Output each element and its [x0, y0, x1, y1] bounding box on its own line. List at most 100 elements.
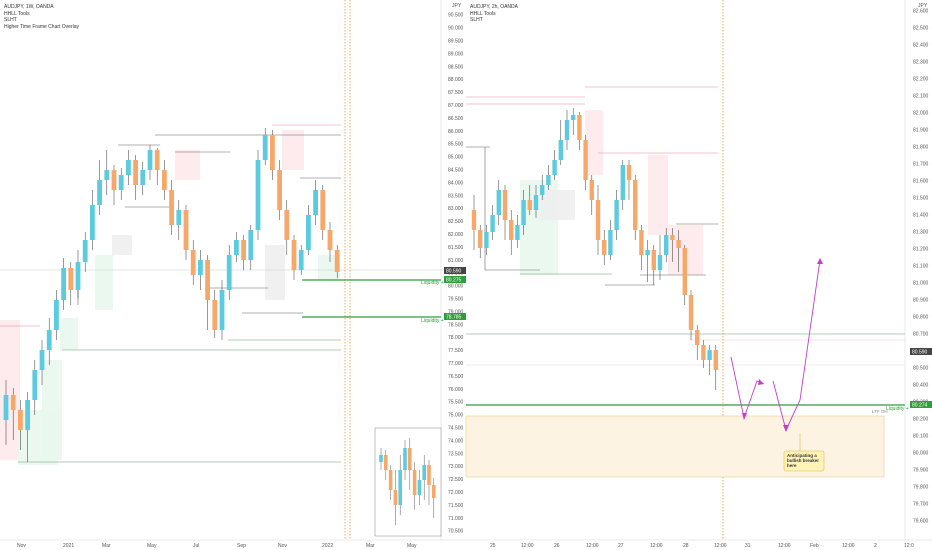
left-price-tick: 74.500 [448, 426, 464, 432]
candle-body [154, 150, 160, 170]
left-price-tick: 88.500 [448, 64, 464, 70]
right-liquidity-tag [910, 401, 932, 408]
candle-body [25, 400, 30, 430]
left-time-tick: 2022 [322, 543, 333, 549]
left-price-tick: 76.500 [448, 374, 464, 380]
candle-body [198, 260, 203, 275]
candle-body [471, 210, 477, 230]
candle-body [521, 200, 526, 225]
candle-body [571, 115, 576, 120]
left-price-tick: 86.000 [448, 129, 464, 135]
candle-body [248, 230, 254, 260]
htf-overlay-candles [379, 438, 436, 525]
right-price-tick: 81.300 [913, 230, 929, 236]
right-time-tick: 2 [874, 543, 877, 549]
overlay-candle-body [408, 448, 412, 470]
candle-body [277, 170, 282, 210]
left-price-tick: 73.500 [448, 451, 464, 457]
left-price-tick: 76.000 [448, 387, 464, 393]
candle-body [676, 240, 681, 248]
right-price-tick: 82.200 [913, 77, 929, 83]
candle-body [162, 170, 167, 190]
right-time-tick: 12:00 [586, 543, 599, 549]
overlay-candle-body [384, 455, 388, 470]
left-price-tick: 80.000 [448, 284, 464, 290]
left-liquidity-tag-1 [444, 276, 466, 283]
left-price-tick: 88.000 [448, 77, 464, 83]
candle-body [502, 190, 508, 220]
candle-body [104, 170, 110, 180]
projection-arrow-2 [758, 379, 764, 385]
candle-body [327, 230, 333, 250]
shaded-zone [265, 245, 285, 300]
left-liquidity-tag-2-value: 78.785 [446, 315, 462, 321]
right-time-tick: 12:00 [521, 543, 534, 549]
right-time-tick: 31 [745, 543, 751, 549]
candle-body [695, 330, 700, 345]
candle-body [306, 215, 311, 250]
candle-body [262, 135, 268, 160]
candle-body [18, 410, 23, 430]
candle-body [190, 250, 196, 275]
left-price-tick: 77.500 [448, 348, 464, 354]
left-price-tick: 90.500 [448, 13, 464, 19]
candle-body [61, 268, 66, 300]
right-price-tick: 80.800 [913, 315, 929, 321]
candle-body [205, 260, 210, 300]
right-current-price-tag [910, 348, 932, 355]
right-price-tick: 80.700 [913, 332, 929, 338]
candle-body [219, 290, 225, 330]
left-price-tick: 86.500 [448, 116, 464, 122]
left-liquidity-tag-2 [444, 313, 466, 320]
right-price-tick: 79.800 [913, 485, 929, 491]
left-price-tick: 85.000 [448, 155, 464, 161]
right-price-tick: 80.200 [913, 417, 929, 423]
left-time-axis: Nov 2021 Mar May Jul Sep Nov 2022 Mar May [17, 543, 417, 549]
left-price-tick: 82.500 [448, 219, 464, 225]
right-structure-lines [466, 86, 905, 366]
left-price-tick: 81.500 [448, 245, 464, 251]
left-candles [3, 128, 340, 462]
right-price-tick: 82.100 [913, 94, 929, 100]
left-liquidity-label-1: Liquidity + [421, 280, 444, 286]
right-header-symbol: AUDJPY, 2h, OANDA [470, 4, 519, 10]
left-price-tick: 81.000 [448, 258, 464, 264]
right-price-tick: 79.600 [913, 519, 929, 525]
right-price-tick: 81.100 [913, 264, 929, 270]
left-time-tick: Mar [102, 543, 111, 549]
projection-arrow-1 [742, 413, 747, 420]
candle-body [713, 350, 718, 370]
candle-body [10, 395, 16, 410]
left-price-tick: 77.000 [448, 361, 464, 367]
left-price-tick: 72.500 [448, 477, 464, 483]
candle-body [140, 170, 146, 185]
right-time-axis: 25 12:00 26 12:00 27 12:00 28 12:00 31 12:00 Feb 12… [490, 543, 914, 549]
overlay-candle-body [422, 465, 426, 480]
right-price-tick: 81.900 [913, 128, 929, 134]
left-structure-lines [0, 124, 441, 463]
candle-body [595, 200, 601, 240]
left-shaded-zones [0, 130, 340, 465]
candle-body [589, 180, 594, 200]
candle-body [657, 255, 663, 270]
candle-body [147, 150, 153, 170]
right-price-tick: 81.800 [913, 145, 929, 151]
left-price-tick: 74.000 [448, 438, 464, 444]
left-liquidity-label-2: Liquidity + [421, 318, 444, 324]
left-header-line-2: HHLL Tools [4, 11, 30, 17]
right-price-tick: 80.400 [913, 383, 929, 389]
left-price-tick: 78.500 [448, 322, 464, 328]
candle-body [169, 190, 174, 225]
candle-body [284, 210, 290, 240]
left-time-tick: Mar [366, 543, 375, 549]
left-price-tick: 89.000 [448, 51, 464, 57]
left-price-tick: 71.500 [448, 503, 464, 509]
candle-body [90, 205, 95, 240]
right-time-tick: 12:00 [842, 543, 855, 549]
candle-body [707, 350, 712, 360]
right-price-tick: 81.200 [913, 247, 929, 253]
overlay-candle-body [417, 480, 422, 495]
candle-body [118, 175, 124, 190]
left-price-tick: 71.000 [448, 516, 464, 522]
right-time-tick: 12:00 [778, 543, 791, 549]
